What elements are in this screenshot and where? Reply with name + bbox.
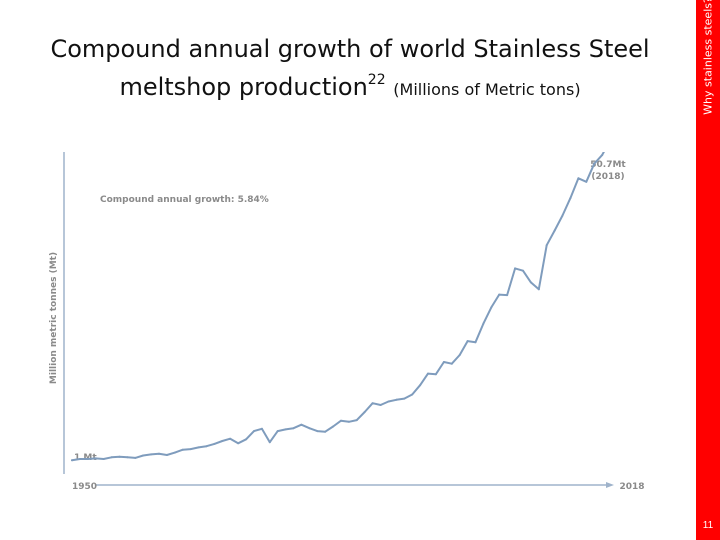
end-value-label: 50.7Mt xyxy=(590,160,626,170)
x-tick-label-1950: 1950 xyxy=(72,482,97,492)
data-point-1998 xyxy=(450,362,453,365)
data-point-2012 xyxy=(561,214,564,217)
data-point-2014 xyxy=(577,177,580,180)
data-point-2003 xyxy=(490,306,493,309)
data-point-1993 xyxy=(411,393,414,396)
data-point-2013 xyxy=(569,197,572,200)
line-chart: Million metric tonnes (Mt) 1950 2018 Com… xyxy=(49,152,645,492)
data-point-1962 xyxy=(165,454,168,456)
data-point-1951 xyxy=(78,458,81,460)
data-point-2006 xyxy=(514,267,517,270)
data-point-1953 xyxy=(94,457,97,460)
data-point-1956 xyxy=(118,455,121,458)
data-point-2002 xyxy=(482,322,485,325)
data-point-1992 xyxy=(403,397,406,400)
x-axis-arrow xyxy=(606,482,614,488)
data-point-1970 xyxy=(229,437,232,440)
data-point-1994 xyxy=(419,384,422,387)
title-units: (Millions of Metric tons) xyxy=(393,80,581,99)
data-point-1969 xyxy=(221,440,224,442)
data-point-2016 xyxy=(593,162,596,165)
data-point-2007 xyxy=(522,269,524,272)
data-point-1976 xyxy=(276,430,279,433)
y-axis-label: Million metric tonnes (Mt) xyxy=(49,252,59,384)
data-point-1975 xyxy=(268,441,271,444)
x-tick-label-2018: 2018 xyxy=(619,482,644,492)
data-point-1995 xyxy=(427,372,429,375)
title-reference: 22 xyxy=(367,72,386,88)
data-point-1955 xyxy=(110,456,113,459)
data-point-1979 xyxy=(300,423,303,426)
data-point-2005 xyxy=(506,294,509,297)
data-point-2017 xyxy=(601,154,604,157)
data-point-1999 xyxy=(458,354,461,356)
growth-rate-annotation: Compound annual growth: 5.84% xyxy=(100,195,269,205)
data-point-1958 xyxy=(134,456,137,459)
data-point-2004 xyxy=(498,293,501,296)
data-point-1950 xyxy=(71,459,73,462)
data-point-1981 xyxy=(316,430,319,433)
title-main: Compound annual growth of world Stainles… xyxy=(50,35,650,101)
data-point-1961 xyxy=(158,452,160,455)
side-section-label: Why stainless steels? xyxy=(701,0,715,115)
data-point-1980 xyxy=(308,427,311,430)
data-point-1977 xyxy=(284,428,287,431)
data-point-1996 xyxy=(434,373,437,376)
data-point-1991 xyxy=(395,398,398,401)
data-point-2010 xyxy=(545,244,548,247)
data-point-1987 xyxy=(363,411,366,413)
series-layer xyxy=(71,152,605,462)
data-point-1997 xyxy=(442,361,445,363)
data-point-2000 xyxy=(466,340,469,343)
data-point-1967 xyxy=(205,445,208,448)
data-point-1972 xyxy=(245,438,248,441)
data-point-2015 xyxy=(585,180,588,183)
data-point-1983 xyxy=(332,425,335,428)
data-point-1982 xyxy=(324,430,327,433)
data-point-2009 xyxy=(537,288,540,291)
data-point-1988 xyxy=(371,402,374,405)
data-point-1964 xyxy=(181,448,184,451)
data-point-1966 xyxy=(197,446,200,449)
data-point-1959 xyxy=(142,454,145,457)
data-point-1957 xyxy=(126,456,129,459)
data-point-1985 xyxy=(347,420,350,423)
data-point-1968 xyxy=(213,442,216,445)
data-point-1974 xyxy=(260,427,263,430)
chart-panel: Million metric tonnes (Mt) 1950 2018 Com… xyxy=(40,152,658,502)
slide-title: Compound annual growth of world Stainles… xyxy=(20,30,680,109)
data-point-1965 xyxy=(189,448,192,451)
data-point-1978 xyxy=(292,427,295,430)
data-point-1952 xyxy=(86,458,89,460)
data-point-1989 xyxy=(379,404,382,406)
end-year-label: (2018) xyxy=(591,172,624,182)
data-point-2008 xyxy=(529,281,532,284)
data-point-1954 xyxy=(102,458,105,460)
data-point-1963 xyxy=(173,451,176,454)
side-accent-bar xyxy=(696,0,720,540)
page-number: 11 xyxy=(702,520,714,531)
data-point-1986 xyxy=(355,419,358,422)
data-point-1960 xyxy=(150,453,153,456)
y-axis-label-group: Million metric tonnes (Mt) xyxy=(49,252,59,384)
data-point-1984 xyxy=(340,419,342,422)
data-point-1971 xyxy=(237,442,240,445)
data-point-1973 xyxy=(253,430,255,433)
data-point-2011 xyxy=(553,229,556,232)
data-point-1990 xyxy=(387,400,390,403)
data-point-2001 xyxy=(474,341,477,344)
